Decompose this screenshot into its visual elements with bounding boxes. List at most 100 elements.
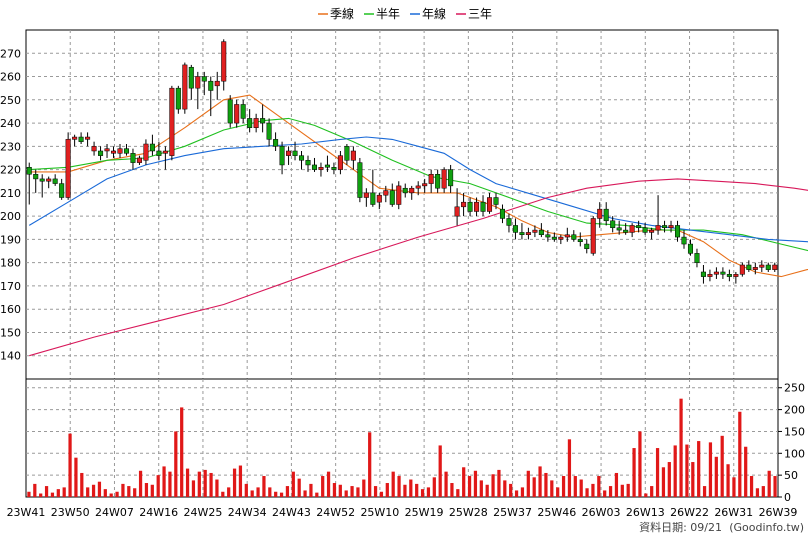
volume-bar: [673, 445, 677, 497]
volume-bar: [597, 476, 601, 497]
candle-body: [564, 234, 570, 238]
volume-bars: [27, 398, 777, 497]
candle-body: [765, 264, 771, 270]
candle-body: [687, 243, 694, 254]
candle-body: [538, 229, 544, 235]
volume-bar: [650, 486, 654, 497]
candle-body: [383, 190, 389, 196]
volume-bar: [133, 488, 137, 497]
x-tick-label: 25W37: [493, 506, 532, 519]
legend-label: 季線: [330, 6, 354, 21]
volume-bar: [391, 471, 395, 497]
x-tick-label: 25W19: [405, 506, 444, 519]
candle-body: [428, 174, 434, 184]
legend-label: 半年: [376, 7, 400, 21]
candle-body: [629, 225, 635, 233]
candle-body: [324, 164, 330, 168]
volume-bar: [438, 445, 442, 497]
candle-body: [642, 227, 648, 233]
volume-bar: [250, 490, 254, 497]
volume-bar: [773, 476, 777, 497]
candle-body: [337, 155, 343, 170]
volume-bar: [285, 486, 290, 497]
volume-bar: [697, 441, 701, 497]
x-tick-label: 24W52: [316, 506, 355, 519]
ma-line: [29, 178, 808, 357]
volume-bar: [626, 483, 630, 497]
volume-bar: [579, 479, 583, 497]
candle-body: [214, 80, 220, 87]
volume-bar: [97, 481, 102, 497]
volume-bar: [238, 465, 243, 497]
candle-body: [104, 148, 110, 152]
y-tick-label: 240: [0, 117, 21, 130]
volume-grid: [26, 379, 778, 497]
volume-bar: [526, 470, 530, 497]
candle-body: [668, 225, 674, 229]
y-tick-label: 210: [0, 187, 21, 200]
candle-body: [273, 139, 279, 147]
candle-body: [558, 236, 564, 240]
y-tick-label: 180: [0, 257, 21, 270]
candle-body: [52, 178, 58, 184]
volume-bar: [655, 448, 660, 497]
volume-bar: [33, 483, 37, 497]
x-tick-label: 26W39: [759, 506, 798, 519]
volume-bar: [156, 475, 160, 497]
volume-bar: [338, 484, 342, 497]
candle-body: [33, 174, 39, 180]
volume-bar: [303, 490, 307, 497]
candle-body: [91, 146, 97, 152]
volume-bar: [720, 435, 724, 497]
volume-bar: [497, 469, 501, 497]
volume-bar: [485, 484, 489, 497]
candle-body: [85, 136, 91, 140]
volume-bar: [661, 467, 666, 497]
candle-body: [363, 192, 369, 198]
volume-bar: [291, 471, 295, 497]
candle-body: [117, 148, 123, 154]
candle-body: [260, 118, 266, 124]
candle-body: [422, 183, 428, 187]
volume-bar: [591, 483, 595, 497]
candle-body: [311, 164, 318, 170]
volume-bar: [174, 431, 178, 497]
x-tick-label: 26W31: [714, 506, 753, 519]
volume-bar: [608, 486, 613, 497]
volume-bar: [667, 462, 671, 497]
candlesticks: [26, 39, 778, 284]
ma-line: [28, 136, 808, 243]
volume-bar: [679, 398, 683, 497]
candle-body: [292, 150, 298, 156]
volume-bar: [491, 474, 495, 497]
candle-body: [597, 208, 603, 219]
volume-bar: [373, 486, 378, 497]
candle-body: [545, 234, 551, 238]
candle-body: [175, 87, 181, 110]
x-tick-label: 24W34: [228, 506, 267, 519]
volume-bar: [397, 476, 401, 497]
volume-bar: [138, 470, 143, 497]
candle-body: [208, 80, 214, 91]
candle-body: [72, 136, 78, 140]
candle-body: [357, 162, 363, 198]
volume-bar: [244, 483, 248, 497]
candle-body: [584, 243, 590, 249]
candle-body: [603, 208, 609, 222]
volume-bar: [556, 487, 560, 497]
candle-body: [720, 271, 726, 275]
candle-body: [525, 232, 531, 235]
candle-body: [649, 229, 655, 233]
volume-bar: [749, 476, 754, 497]
volume-bar: [368, 432, 372, 497]
volume-bar: [585, 488, 589, 497]
candle-body: [759, 264, 765, 268]
candle-body: [493, 197, 499, 205]
y-tick-label: 250: [0, 94, 21, 107]
candle-body: [590, 218, 596, 254]
candle-body: [486, 197, 493, 212]
candle-body: [162, 150, 168, 154]
candle-body: [143, 143, 149, 161]
candle-body: [201, 76, 207, 82]
candle-body: [279, 146, 285, 166]
